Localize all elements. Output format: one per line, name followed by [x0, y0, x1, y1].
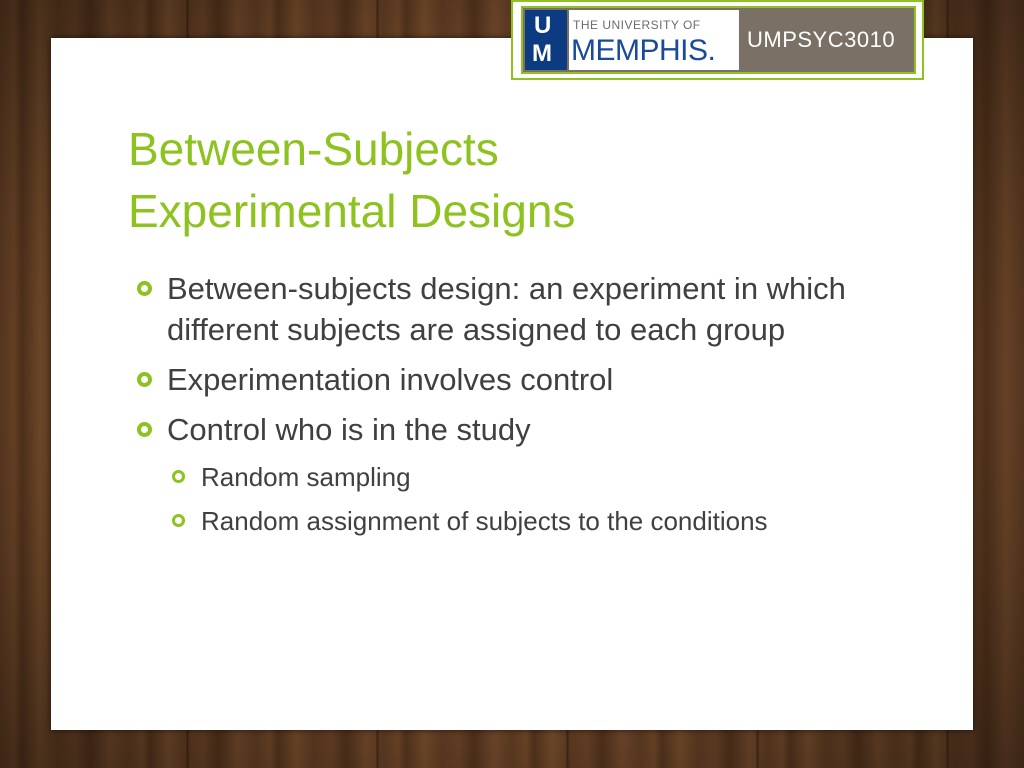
slide-title: Between-Subjects Experimental Designs — [128, 118, 828, 242]
um-logo-u: U — [534, 12, 552, 39]
logo-inner-panel: U M THE UNIVERSITY OF MEMPHIS. UMPSYC301… — [521, 6, 916, 74]
bullet-icon — [137, 372, 152, 387]
bullet-item: Experimentation involves control — [135, 359, 855, 400]
um-logo-icon: U M — [525, 10, 567, 70]
sub-bullet-icon — [172, 470, 185, 483]
memphis-text: MEMPHIS. — [571, 34, 716, 67]
title-line-2: Experimental Designs — [128, 185, 576, 237]
title-line-1: Between-Subjects — [128, 123, 499, 175]
bullet-text: Experimentation involves control — [167, 362, 614, 397]
bullet-list: Between-subjects design: an experiment i… — [135, 268, 855, 547]
um-logo-m: M — [532, 40, 552, 67]
university-logo-banner: U M THE UNIVERSITY OF MEMPHIS. UMPSYC301… — [511, 0, 924, 80]
bullet-item: Between-subjects design: an experiment i… — [135, 268, 855, 350]
course-code: UMPSYC3010 — [747, 27, 896, 52]
sub-bullet-text: Random assignment of subjects to the con… — [201, 506, 768, 536]
bullet-icon — [137, 422, 152, 437]
bullet-text: Between-subjects design: an experiment i… — [167, 271, 846, 347]
bullet-item: Control who is in the study — [135, 409, 855, 450]
sub-bullet-text: Random sampling — [201, 462, 411, 492]
sub-bullet-item: Random sampling — [135, 459, 855, 496]
bullet-text: Control who is in the study — [167, 412, 531, 447]
memphis-wordmark: THE UNIVERSITY OF MEMPHIS. — [569, 10, 739, 70]
bullet-icon — [137, 281, 152, 296]
university-of-text: THE UNIVERSITY OF — [573, 18, 701, 32]
sub-bullet-item: Random assignment of subjects to the con… — [135, 503, 855, 540]
sub-bullet-icon — [172, 514, 185, 527]
slide-canvas: Between-Subjects Experimental Designs Be… — [51, 38, 973, 730]
